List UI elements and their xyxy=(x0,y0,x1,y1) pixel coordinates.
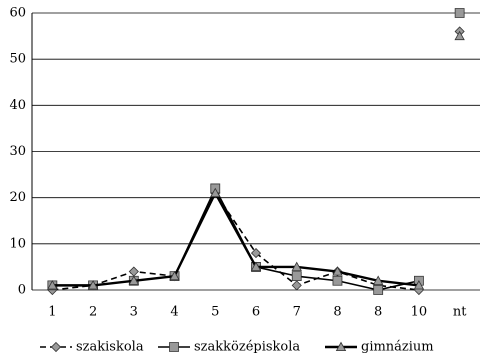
y-tick-label: 30 xyxy=(9,144,26,159)
point xyxy=(250,248,262,259)
point xyxy=(210,187,221,198)
x-tick-label: 4 xyxy=(170,305,178,320)
series-line xyxy=(52,191,420,287)
point xyxy=(291,271,302,282)
x-tick-label: 8 xyxy=(374,305,382,320)
x-tick-label: 10 xyxy=(411,305,428,320)
point xyxy=(128,266,139,277)
y-tick-label: 60 xyxy=(9,6,26,21)
legend-label: gimnázium xyxy=(361,340,434,355)
legend-label: szakiskola xyxy=(76,340,144,355)
legend-marker xyxy=(50,341,62,353)
x-tick-label: 6 xyxy=(252,305,260,320)
point xyxy=(47,280,58,290)
x-tick-label: 1 xyxy=(48,305,56,320)
point xyxy=(250,261,262,271)
point xyxy=(87,280,99,290)
y-tick-label: 0 xyxy=(18,283,26,298)
x-tick-label: 5 xyxy=(211,305,219,320)
x-tick-label: 7 xyxy=(293,305,301,320)
y-tick-label: 20 xyxy=(9,190,26,205)
x-tick-label: 2 xyxy=(89,305,97,320)
series-line xyxy=(52,192,419,291)
point xyxy=(332,275,343,286)
point xyxy=(291,280,302,291)
point xyxy=(373,285,384,295)
point xyxy=(413,280,425,290)
point xyxy=(291,261,302,271)
legend-marker xyxy=(169,342,179,352)
point xyxy=(454,8,465,18)
y-tick-label: 40 xyxy=(9,98,26,113)
x-tick-label: 3 xyxy=(130,305,138,320)
x-tick-label: 8 xyxy=(333,305,341,320)
x-tick-label: nt xyxy=(453,305,467,320)
point xyxy=(373,275,384,285)
point xyxy=(128,275,139,285)
y-tick-label: 10 xyxy=(9,236,26,251)
point xyxy=(169,270,180,281)
y-tick-label: 50 xyxy=(9,52,26,67)
legend-label: szakközépiskola xyxy=(194,340,300,355)
point xyxy=(332,266,343,276)
legend-marker xyxy=(335,341,347,351)
point xyxy=(454,30,465,41)
series-line xyxy=(52,187,420,291)
